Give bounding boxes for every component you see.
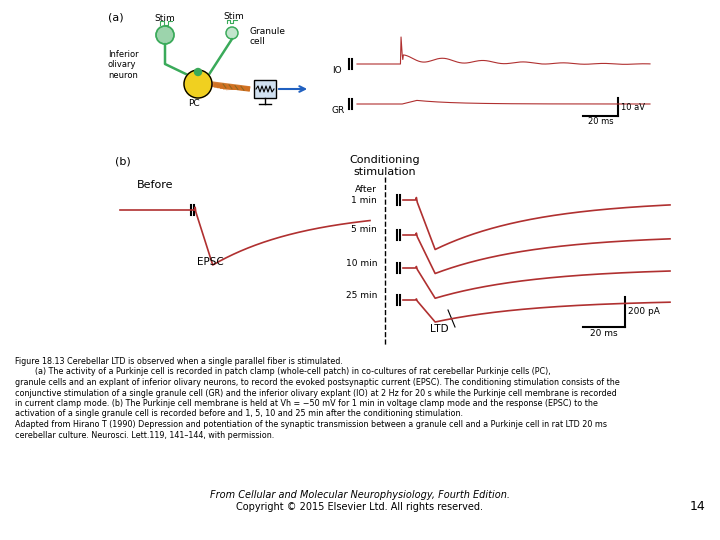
Text: granule cells and an explant of inferior olivary neurons, to record the evoked p: granule cells and an explant of inferior…: [15, 378, 620, 387]
Text: Figure 18.13 Cerebellar LTD is observed when a single parallel fiber is stimulat: Figure 18.13 Cerebellar LTD is observed …: [15, 357, 343, 366]
Text: (a): (a): [108, 12, 124, 22]
Text: Stim: Stim: [155, 14, 176, 23]
Text: conjunctive stimulation of a single granule cell (GR) and the inferior olivary e: conjunctive stimulation of a single gran…: [15, 388, 617, 397]
Text: Before: Before: [137, 180, 174, 190]
Circle shape: [156, 26, 174, 44]
Text: 14: 14: [689, 500, 705, 513]
Text: Stim: Stim: [224, 12, 244, 21]
Text: 5 min: 5 min: [351, 226, 377, 234]
Text: IO: IO: [332, 66, 341, 75]
Text: From Cellular and Molecular Neurophysiology, Fourth Edition.: From Cellular and Molecular Neurophysiol…: [210, 490, 510, 500]
Text: cerebellar culture. Neurosci. Lett.119, 141–144, with permission.: cerebellar culture. Neurosci. Lett.119, …: [15, 430, 274, 440]
Text: LTD: LTD: [430, 324, 449, 334]
Text: Conditioning
stimulation: Conditioning stimulation: [350, 155, 420, 177]
Text: (b): (b): [115, 157, 131, 167]
Text: EPSC: EPSC: [197, 257, 223, 267]
Text: PC: PC: [188, 99, 200, 108]
Text: 20 ms: 20 ms: [590, 329, 618, 338]
Text: Inferior
olivary
neuron: Inferior olivary neuron: [108, 50, 139, 80]
Text: 10 min: 10 min: [346, 259, 377, 267]
Text: in current clamp mode. (b) The Purkinje cell membrane is held at Vh = −50 mV for: in current clamp mode. (b) The Purkinje …: [15, 399, 598, 408]
Text: 200 pA: 200 pA: [628, 307, 660, 316]
Text: activation of a single granule cell is recorded before and 1, 5, 10 and 25 min a: activation of a single granule cell is r…: [15, 409, 463, 418]
Circle shape: [226, 27, 238, 39]
Text: GR: GR: [332, 106, 346, 115]
Text: 20 ms: 20 ms: [588, 117, 613, 126]
Text: 10 aV: 10 aV: [621, 103, 645, 111]
Text: Adapted from Hirano T (1990) Depression and potentiation of the synaptic transmi: Adapted from Hirano T (1990) Depression …: [15, 420, 607, 429]
Text: (a) The activity of a Purkinje cell is recorded in patch clamp (whole-cell patch: (a) The activity of a Purkinje cell is r…: [15, 368, 551, 376]
Text: 25 min: 25 min: [346, 291, 377, 300]
FancyBboxPatch shape: [254, 80, 276, 98]
Circle shape: [194, 69, 202, 76]
Text: Copyright © 2015 Elsevier Ltd. All rights reserved.: Copyright © 2015 Elsevier Ltd. All right…: [236, 502, 484, 512]
Text: After
1 min: After 1 min: [351, 185, 377, 205]
Circle shape: [184, 70, 212, 98]
Text: Granule
cell: Granule cell: [250, 27, 286, 46]
